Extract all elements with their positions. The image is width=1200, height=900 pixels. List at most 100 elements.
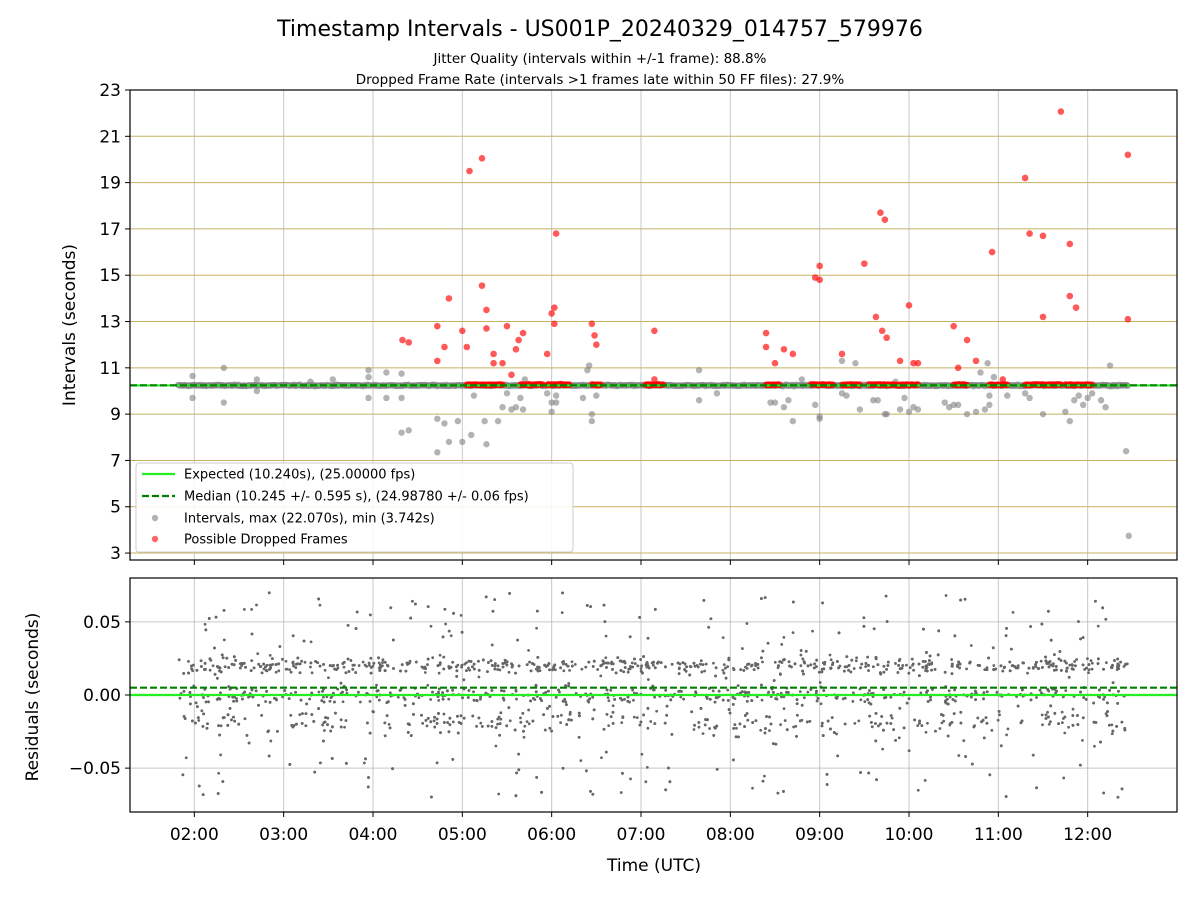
residual-point: [882, 728, 885, 732]
residuals-axes-frame: [129, 577, 1178, 813]
residual-point: [336, 663, 340, 667]
residual-point: [1106, 701, 1109, 705]
residual-point: [447, 629, 451, 633]
legend-intervals-label: Intervals, max (22.070s), min (3.742s): [184, 512, 435, 527]
residual-point: [653, 695, 657, 699]
intervals-y-axis-label: Intervals (seconds): [60, 244, 80, 406]
residuals-y-ticks: −0.05 0.00 0.05: [69, 613, 130, 779]
residual-point: [930, 662, 933, 666]
residual-point: [389, 606, 393, 610]
residual-point: [1086, 657, 1089, 660]
residual-point: [568, 712, 572, 716]
residual-point: [304, 712, 308, 715]
residual-point: [763, 596, 767, 600]
residual-point: [190, 667, 194, 671]
residual-point: [344, 671, 348, 675]
residual-point: [822, 689, 826, 692]
residual-point: [213, 646, 216, 650]
residual-point: [323, 668, 327, 672]
residual-point: [522, 729, 525, 733]
residual-point: [426, 663, 429, 666]
residual-point: [479, 695, 483, 699]
residual-point: [300, 659, 304, 663]
residual-point: [459, 613, 463, 617]
residual-point: [447, 697, 451, 701]
residual-point: [851, 699, 855, 703]
dropped-frame-point: [877, 209, 884, 217]
interval-outlier-point: [785, 397, 792, 404]
residual-point: [1026, 671, 1029, 675]
residual-point: [870, 721, 873, 724]
residual-point: [860, 662, 864, 666]
residual-point: [754, 664, 757, 668]
residual-point: [727, 656, 731, 660]
residual-point: [242, 607, 246, 611]
residual-point: [832, 731, 836, 734]
residual-point: [203, 661, 207, 665]
interval-outlier-point: [519, 406, 527, 413]
residual-point: [984, 716, 988, 720]
residual-point: [557, 688, 560, 692]
residual-point: [813, 662, 817, 666]
dropped-frame-point: [463, 343, 471, 351]
residual-point: [490, 724, 494, 728]
residual-point: [216, 665, 220, 669]
residual-point: [756, 666, 760, 670]
residual-point: [195, 668, 199, 672]
residual-point: [731, 703, 735, 706]
residual-point: [620, 698, 624, 702]
residual-point: [317, 690, 321, 694]
residual-point: [799, 653, 803, 657]
residual-point: [228, 707, 232, 710]
residual-point: [451, 660, 455, 664]
residual-point: [953, 634, 957, 638]
residual-point: [892, 728, 896, 732]
interval-outlier-point: [588, 410, 596, 418]
x-tick-label: 12:00: [1063, 825, 1112, 845]
residual-point: [853, 721, 857, 725]
residual-point: [349, 659, 353, 662]
residual-point: [1040, 665, 1044, 669]
dropped-frame-point: [1066, 240, 1074, 248]
residual-point: [298, 662, 302, 666]
residual-point: [736, 684, 740, 687]
residual-point: [689, 665, 693, 669]
residual-point: [396, 695, 400, 699]
residual-point: [821, 734, 825, 737]
residual-point: [471, 665, 474, 669]
residual-point: [726, 665, 730, 669]
residual-point: [461, 696, 464, 700]
residual-point: [489, 659, 493, 663]
residual-point: [767, 690, 771, 694]
residual-point: [1029, 698, 1033, 702]
residual-point: [763, 774, 766, 778]
legend-box: [135, 462, 574, 553]
dropped-frame-point: [999, 376, 1007, 383]
interval-outlier-point: [963, 410, 971, 418]
residual-point: [233, 719, 237, 723]
intervals-y-tick-label: 23: [99, 81, 121, 101]
dropped-frame-point: [434, 322, 441, 330]
residual-point: [237, 722, 241, 726]
residual-point: [287, 697, 291, 700]
residual-point: [589, 605, 592, 608]
residual-point: [240, 662, 243, 665]
residual-point: [257, 703, 260, 707]
residual-point: [548, 704, 551, 708]
residual-point: [795, 698, 799, 702]
residual-point: [621, 715, 625, 719]
residual-point: [496, 664, 500, 668]
residual-point: [342, 660, 346, 664]
residual-point: [188, 691, 192, 694]
residual-point: [724, 676, 728, 680]
residual-point: [269, 739, 273, 743]
residual-point: [178, 696, 182, 700]
residual-point: [974, 698, 977, 702]
residual-point: [477, 675, 481, 679]
residual-point: [626, 699, 630, 703]
residual-point: [763, 731, 767, 735]
intervals-y-tick-label: 3: [110, 544, 121, 564]
residual-point: [323, 729, 326, 732]
residual-point: [805, 720, 809, 724]
residuals-x-ticks: 02:00 03:00 04:00 05:00 06:00 07:00 08:00 09:00…: [170, 812, 1112, 845]
